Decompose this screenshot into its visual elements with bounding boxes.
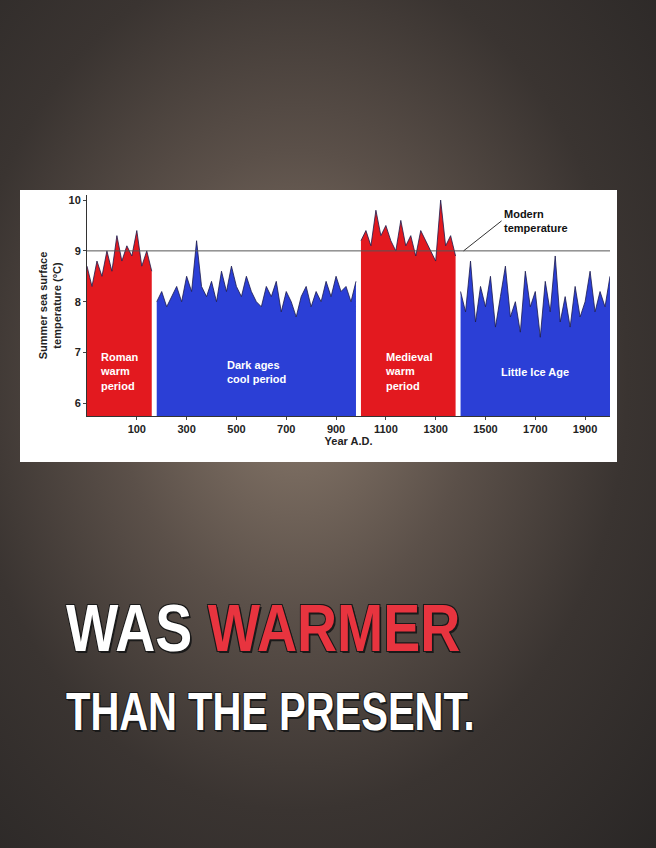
svg-text:300: 300 [177,423,195,435]
svg-text:Moderntemperature: Moderntemperature [504,208,568,234]
svg-text:8: 8 [75,296,81,308]
html-text:THAN THE PRESENT.: THAN THE PRESENT. [66,681,475,741]
svg-text:Little Ice Age: Little Ice Age [501,366,569,378]
svg-text:1300: 1300 [423,423,447,435]
svg-text:1900: 1900 [573,423,597,435]
svg-text:Romanwarmperiod: Romanwarmperiod [100,351,139,392]
svg-text:10: 10 [69,194,81,206]
svg-text:100: 100 [128,423,146,435]
svg-text:Year A.D.: Year A.D. [325,435,373,447]
svg-text:6: 6 [75,397,81,409]
svg-text:7: 7 [75,346,81,358]
svg-text:Medievalwarmperiod: Medievalwarmperiod [385,351,432,392]
svg-text:9: 9 [75,245,81,257]
svg-text:900: 900 [327,423,345,435]
svg-text:500: 500 [227,423,245,435]
svg-text:Dark agescool period: Dark agescool period [227,359,286,385]
svg-text:700: 700 [277,423,295,435]
svg-text:1700: 1700 [523,423,547,435]
svg-text:Summer sea surfacetemperature: Summer sea surfacetemperature (°C) [37,252,63,360]
svg-text:1100: 1100 [374,423,398,435]
html-text:WAS WARMER: WAS WARMER [66,591,461,665]
svg-text:1500: 1500 [473,423,497,435]
